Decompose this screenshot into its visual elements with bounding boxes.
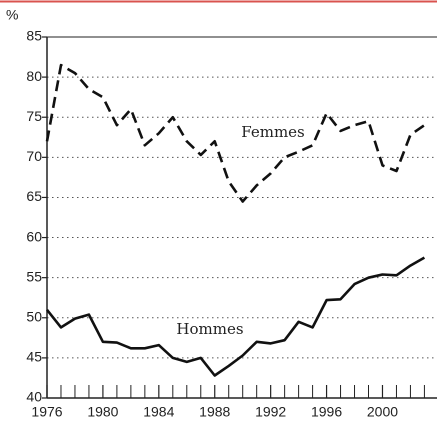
x-tick-label: 1984 [143, 404, 174, 420]
y-tick-label: 65 [26, 188, 42, 204]
series-label-bg [173, 319, 247, 339]
series-label: Femmes [241, 123, 305, 141]
y-unit-label: % [6, 7, 18, 23]
y-tick-label: 55 [26, 268, 42, 284]
x-tick-label: 1996 [311, 404, 342, 420]
y-tick-label: 40 [26, 389, 42, 405]
series-label-bg [238, 122, 308, 142]
y-tick-label: 85 [26, 28, 42, 44]
y-tick-label: 70 [26, 148, 42, 164]
x-tick-label: 2000 [367, 404, 398, 420]
y-tick-label: 45 [26, 349, 42, 365]
x-tick-label: 1988 [199, 404, 230, 420]
y-tick-label: 75 [26, 108, 42, 124]
x-tick-label: 1976 [31, 404, 62, 420]
series-label: Hommes [176, 320, 243, 338]
x-tick-label: 1980 [87, 404, 118, 420]
series-line [45, 256, 426, 377]
x-tick-label: 1992 [255, 404, 286, 420]
y-tick-label: 80 [26, 68, 42, 84]
y-tick-label: 60 [26, 228, 42, 244]
y-tick-label: 50 [26, 308, 42, 324]
series-line [45, 63, 426, 203]
